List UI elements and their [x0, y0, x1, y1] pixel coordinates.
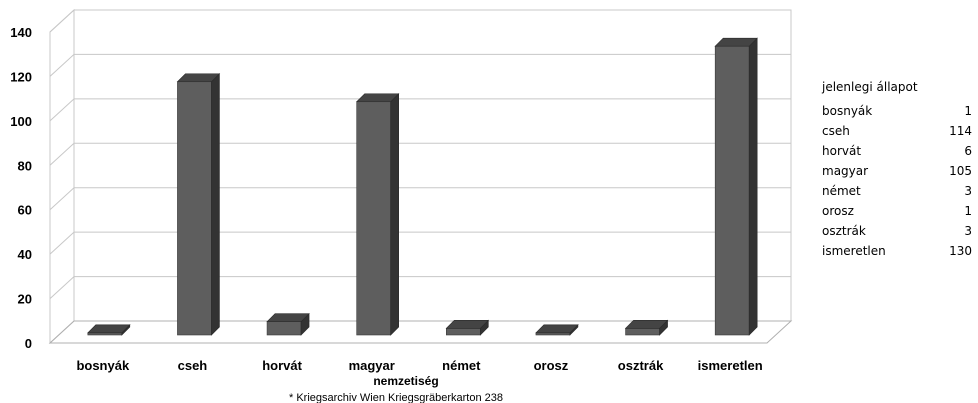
table-row-label: cseh: [822, 124, 850, 138]
table-row-value: 3: [964, 184, 972, 198]
bar-side: [211, 73, 220, 336]
data-table: jelenlegi állapot bosnyák 1 cseh 114 horvát 6…: [822, 80, 972, 261]
gridline: [49, 53, 791, 77]
bar-top: [445, 320, 490, 329]
table-row-label: horvát: [822, 144, 862, 158]
table-row: orosz 1: [822, 201, 972, 221]
gridline: [49, 9, 791, 33]
bar-top: [624, 320, 669, 329]
bar: [355, 93, 400, 336]
x-tick-label: ismeretlen: [698, 358, 763, 373]
floor: [48, 320, 793, 344]
y-tick-label: 40: [18, 247, 32, 262]
gridline: [49, 187, 791, 211]
bar-front: [714, 45, 750, 336]
table-row-value: 1: [964, 204, 972, 218]
y-tick-label: 100: [10, 114, 32, 129]
y-tick-label: 60: [18, 203, 32, 218]
y-tick-label: 20: [18, 292, 32, 307]
table-row: cseh 114: [822, 121, 972, 141]
bar-top: [176, 73, 221, 83]
table-row-value: 1: [964, 104, 972, 118]
gridline: [49, 142, 791, 166]
table-row: horvát 6: [822, 141, 972, 161]
bar-top: [266, 313, 310, 322]
bar-front: [446, 328, 481, 336]
bar: [176, 73, 221, 336]
bar: [624, 319, 669, 336]
y-tick-label: 80: [18, 158, 32, 173]
bar-chart: 0 20 40 60 80 100 120 140 bosnyák cseh horvát magy…: [10, 8, 793, 403]
table-title: jelenlegi állapot: [822, 80, 918, 94]
table-row-label: ismeretlen: [822, 244, 886, 258]
bar-front: [625, 328, 660, 336]
table-row: bosnyák 1: [822, 101, 972, 121]
table-row-label: osztrák: [822, 224, 866, 238]
x-tick-label: német: [442, 358, 481, 373]
table-row: ismeretlen 130: [822, 241, 972, 261]
bar: [87, 324, 131, 336]
chart-walls: [48, 8, 793, 345]
table-row-value: 6: [964, 144, 972, 158]
x-tick-label: cseh: [178, 358, 208, 373]
bar-top: [714, 37, 758, 47]
side-wall: [49, 8, 75, 345]
table-row-label: német: [822, 184, 861, 198]
bar-top: [535, 324, 579, 334]
bar-side: [748, 37, 758, 336]
x-tick-label: osztrák: [618, 358, 664, 373]
x-tick-label: horvát: [262, 358, 302, 373]
bar-front: [177, 81, 212, 336]
bar: [266, 312, 310, 336]
bar-front: [535, 332, 571, 336]
y-axis-ticks: 0 20 40 60 80 100 120 140: [10, 25, 32, 351]
x-axis-ticks: bosnyák cseh horvát magyar német orosz osztrák…: [76, 358, 762, 373]
bar: [714, 37, 758, 336]
gridlines: [49, 9, 791, 299]
table-row-label: orosz: [822, 204, 854, 218]
table-row-value: 130: [949, 244, 972, 258]
table-row-label: magyar: [822, 164, 869, 178]
bar-side: [390, 93, 399, 336]
bar-front: [356, 101, 391, 336]
source-note: * Kriegsarchiv Wien Kriegsgräberkarton 2…: [289, 392, 503, 403]
x-tick-label: orosz: [534, 358, 569, 373]
table-row-value: 3: [964, 224, 972, 238]
table-row-label: bosnyák: [822, 104, 873, 118]
table-row: osztrák 3: [822, 221, 972, 241]
bars: [87, 37, 758, 336]
bar: [445, 319, 490, 336]
x-tick-label: bosnyák: [76, 358, 130, 373]
gridline: [49, 276, 791, 299]
bar-top: [355, 93, 400, 103]
bar-front: [87, 332, 123, 336]
x-axis-label: nemzetiség: [373, 374, 438, 388]
table-row: magyar 105: [822, 161, 972, 181]
y-tick-label: 0: [25, 336, 32, 351]
bar-top: [87, 324, 131, 334]
x-tick-label: magyar: [349, 358, 395, 373]
table-rows: bosnyák 1 cseh 114 horvát 6 magyar 105 német 3 oro…: [822, 101, 972, 261]
bar: [535, 324, 579, 336]
gridline: [49, 231, 791, 255]
table-row: német 3: [822, 181, 972, 201]
table-row-value: 114: [949, 124, 972, 138]
gridline: [49, 98, 791, 122]
table-row-value: 105: [949, 164, 972, 178]
y-tick-label: 120: [10, 69, 32, 84]
bar-front: [266, 321, 302, 336]
y-tick-label: 140: [10, 25, 32, 40]
